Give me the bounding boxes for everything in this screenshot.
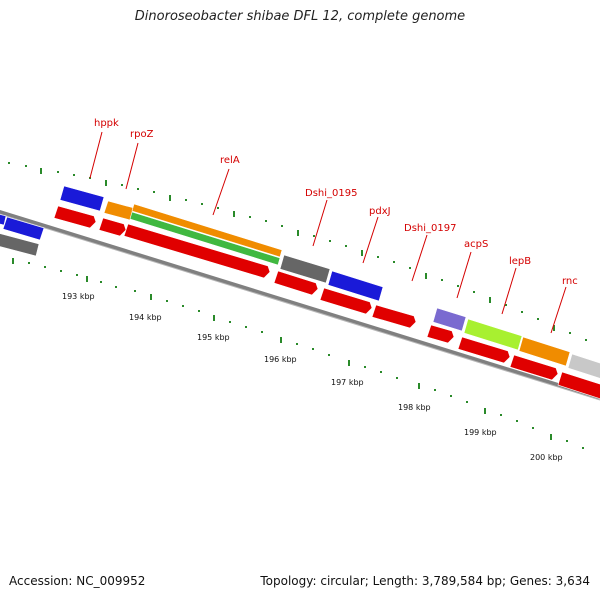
leader-acpS bbox=[456, 251, 472, 299]
kbp-label-198: 198 kbp bbox=[398, 403, 431, 412]
inner-tick-ring bbox=[12, 258, 584, 449]
map-title: Dinoroseobacter shibae DFL 12, complete … bbox=[134, 9, 466, 24]
leader-rpoZ bbox=[125, 142, 139, 190]
outer-tick-ring bbox=[8, 162, 587, 341]
kbp-label-196: 196 kbp bbox=[264, 355, 297, 364]
gene-block-pdxJ bbox=[327, 270, 384, 302]
leader-lepB bbox=[501, 267, 517, 315]
leader-hppk bbox=[89, 131, 103, 179]
gene-block-Dshi_0195 bbox=[279, 254, 331, 284]
cds-arrow-4 bbox=[273, 270, 319, 296]
cds-arrow-3 bbox=[123, 223, 271, 279]
genome-backbone bbox=[0, 210, 600, 401]
kbp-label-193: 193 kbp bbox=[62, 292, 95, 301]
gene-block-acpS bbox=[432, 307, 467, 332]
gene-label-rpoZ: rpoZ bbox=[130, 129, 154, 140]
kbp-scale-labels: 193 kbp 194 kbp 195 kbp 196 kbp 197 kbp … bbox=[62, 292, 563, 462]
leader-relA bbox=[212, 168, 230, 216]
gene-block-rpoZ bbox=[103, 200, 135, 221]
gene-block-rnc bbox=[518, 336, 571, 367]
gene-block-relA-secondary bbox=[129, 211, 281, 266]
cds-arrow-6 bbox=[371, 304, 417, 329]
kbp-label-194: 194 kbp bbox=[129, 313, 162, 322]
gene-block-relA bbox=[131, 203, 283, 258]
cds-track bbox=[53, 205, 600, 400]
cds-arrow-2 bbox=[98, 217, 127, 237]
cds-arrow-5 bbox=[319, 287, 373, 315]
cds-arrow-1 bbox=[53, 205, 97, 229]
cds-arrow-9 bbox=[509, 354, 559, 381]
feature-partial-left-blue bbox=[0, 214, 7, 226]
kbp-label-197: 197 kbp bbox=[331, 378, 364, 387]
feature-track bbox=[0, 185, 600, 379]
feature-left-blue bbox=[2, 216, 45, 241]
cds-arrow-7 bbox=[426, 324, 455, 344]
leader-rnc bbox=[550, 286, 567, 334]
gene-label-pdxJ: pdxJ bbox=[369, 206, 391, 217]
gene-label-Dshi_0197: Dshi_0197 bbox=[404, 223, 456, 234]
accession-text: Accession: NC_009952 bbox=[9, 574, 146, 588]
gene-label-relA: relA bbox=[220, 155, 240, 166]
gene-label-Dshi_0195: Dshi_0195 bbox=[305, 188, 357, 199]
gene-label-lepB: lepB bbox=[509, 256, 531, 267]
leader-pdxJ bbox=[362, 216, 379, 264]
kbp-label-199: 199 kbp bbox=[464, 428, 497, 437]
gene-label-rnc: rnc bbox=[562, 276, 578, 287]
gene-label-acpS: acpS bbox=[464, 239, 488, 250]
gene-block-hppk bbox=[59, 185, 105, 212]
kbp-label-195: 195 kbp bbox=[197, 333, 230, 342]
cds-arrow-10 bbox=[557, 371, 600, 400]
gene-label-hppk: hppk bbox=[94, 118, 119, 129]
gene-labels: hppk rpoZ relA Dshi_0195 pdxJ Dshi_0197 … bbox=[89, 118, 578, 334]
leader-Dshi_0197 bbox=[411, 234, 428, 282]
kbp-label-200: 200 kbp bbox=[530, 453, 563, 462]
leader-Dshi_0195 bbox=[312, 199, 328, 247]
gene-block-lepB bbox=[463, 318, 523, 351]
feature-left-gray bbox=[0, 233, 40, 257]
gene-block-gray-right bbox=[567, 353, 600, 379]
genome-summary-text: Topology: circular; Length: 3,789,584 bp… bbox=[260, 574, 590, 588]
cds-arrow-8 bbox=[457, 336, 511, 364]
